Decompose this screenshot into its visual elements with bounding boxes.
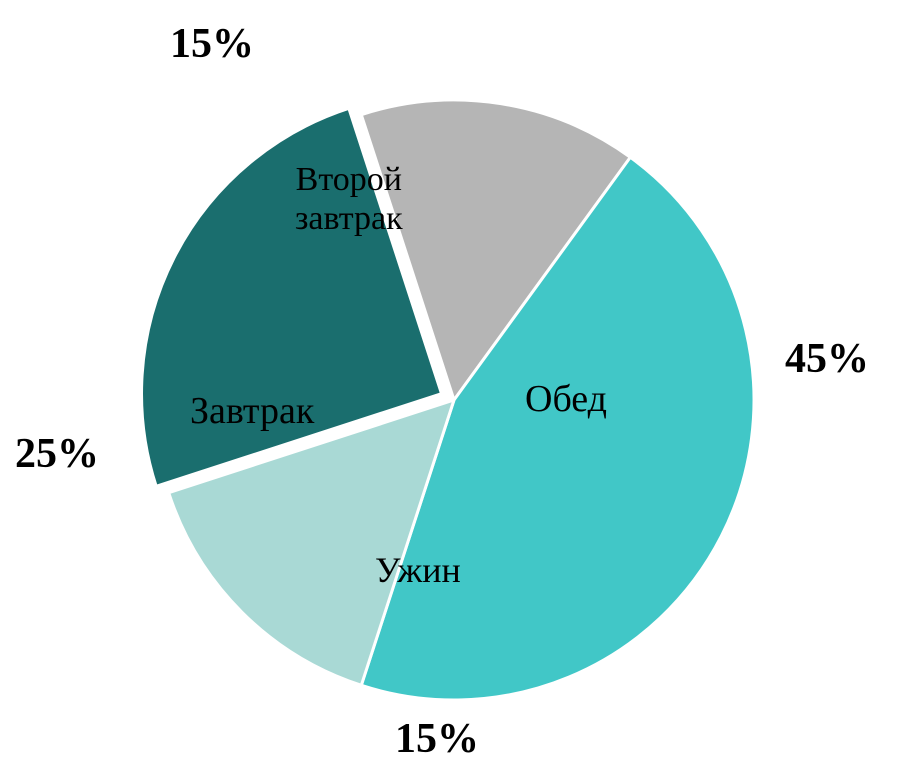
slice-label-dinner: Ужин	[375, 550, 461, 591]
pie-chart-svg	[0, 0, 908, 758]
pct-label-breakfast: 25%	[15, 430, 99, 478]
slice-label-second_breakfast: Второй завтрак	[295, 160, 403, 238]
pct-label-dinner: 15%	[395, 715, 479, 758]
slice-label-breakfast: Завтрак	[190, 390, 314, 434]
pct-label-lunch: 45%	[785, 335, 869, 383]
pie-chart-container: 15% Второй завтрак 45% Обед 15% Ужин 25% Завтра…	[0, 0, 908, 758]
pct-label-second_breakfast: 15%	[170, 20, 254, 68]
slice-label-lunch: Обед	[525, 378, 607, 422]
